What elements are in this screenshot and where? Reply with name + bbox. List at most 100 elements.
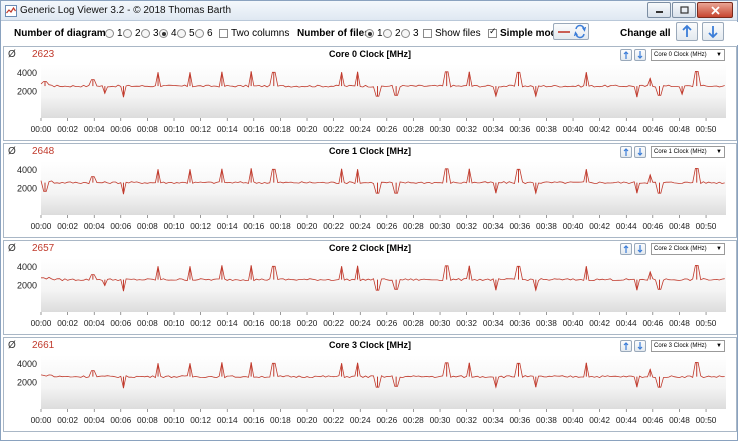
x-tick-label: 00:10 <box>164 221 185 231</box>
x-tick-label: 00:22 <box>323 221 344 231</box>
x-tick-label: 00:32 <box>456 415 477 425</box>
chart-3[interactable]: 2000 4000 00:00 00:02 00:04 00:06 00:08 00:10 00… <box>4 354 736 433</box>
two-columns-checkbox[interactable]: Two columns <box>219 28 289 39</box>
sensor-select[interactable]: Core 3 Clock (MHz) ▼ <box>651 340 725 352</box>
x-tick-label: 00:20 <box>297 318 318 328</box>
two-columns-check[interactable] <box>219 29 228 38</box>
x-tick-label: 00:18 <box>270 221 291 231</box>
chart-2[interactable]: 2000 4000 00:00 00:02 00:04 00:06 00:08 00:10 00… <box>4 257 736 336</box>
panel-move-down-button[interactable] <box>634 146 646 158</box>
series-line <box>40 168 725 195</box>
average-symbol: Ø <box>8 49 16 60</box>
radio-label: 1 <box>117 28 123 39</box>
x-tick-label: 00:22 <box>323 415 344 425</box>
num-diagrams-label: Number of diagrams <box>14 28 112 39</box>
x-tick-label: 00:50 <box>696 124 717 134</box>
x-tick-label: 00:40 <box>563 124 584 134</box>
files-radio-1[interactable]: 1 <box>365 28 383 39</box>
x-tick-label: 00:02 <box>57 318 78 328</box>
average-symbol: Ø <box>8 146 16 157</box>
x-tick-label: 00:48 <box>669 318 690 328</box>
swap-icon <box>573 24 587 39</box>
line-style-icon <box>558 31 570 33</box>
simple-mode-check[interactable] <box>488 27 497 38</box>
radio-button[interactable] <box>383 29 392 38</box>
radio-button[interactable] <box>195 29 204 38</box>
maximize-button[interactable] <box>672 2 696 18</box>
sensor-select-value: Core 3 Clock (MHz) <box>654 343 707 349</box>
x-tick-label: 00:06 <box>110 415 131 425</box>
diagrams-radio-5[interactable]: 5 <box>177 28 195 39</box>
average-value: 2661 <box>32 340 55 351</box>
panel-move-up-button[interactable] <box>620 243 632 255</box>
x-tick-label: 00:08 <box>137 318 158 328</box>
line-style-button[interactable] <box>553 23 589 40</box>
arrow-up-icon <box>623 148 629 156</box>
x-tick-label: 00:44 <box>616 415 637 425</box>
x-tick-label: 00:22 <box>323 318 344 328</box>
panel-move-up-button[interactable] <box>620 146 632 158</box>
diagrams-radio-4[interactable]: 4 <box>159 28 177 39</box>
y-tick-label: 2000 <box>17 281 37 291</box>
chart-0[interactable]: 2000 4000 00:00 00:02 00:04 00:06 00:08 00:10 00… <box>4 63 736 142</box>
radio-label: 2 <box>395 28 401 39</box>
arrow-up-icon <box>623 245 629 253</box>
x-tick-label: 00:26 <box>376 415 397 425</box>
x-tick-label: 00:04 <box>84 124 105 134</box>
sensor-select[interactable]: Core 2 Clock (MHz) ▼ <box>651 243 725 255</box>
x-tick-label: 00:46 <box>642 124 663 134</box>
panel-move-up-button[interactable] <box>620 49 632 61</box>
close-button[interactable] <box>697 2 733 18</box>
radio-button[interactable] <box>123 29 132 38</box>
x-tick-label: 00:34 <box>483 124 504 134</box>
radio-button[interactable] <box>159 29 168 38</box>
x-tick-label: 00:44 <box>616 318 637 328</box>
window-title: Generic Log Viewer 3.2 - © 2018 Thomas B… <box>20 5 232 16</box>
maximize-icon <box>679 6 689 14</box>
radio-button[interactable] <box>105 29 114 38</box>
x-tick-label: 00:14 <box>217 318 238 328</box>
x-tick-label: 00:50 <box>696 318 717 328</box>
radio-button[interactable] <box>365 29 374 38</box>
diagrams-radio-6[interactable]: 6 <box>195 28 213 39</box>
files-radio-3[interactable]: 3 <box>401 28 419 39</box>
x-tick-label: 00:22 <box>323 124 344 134</box>
panel-title: Core 1 Clock [MHz] <box>328 146 411 156</box>
sensor-select[interactable]: Core 1 Clock (MHz) ▼ <box>651 146 725 158</box>
x-tick-label: 00:16 <box>243 221 264 231</box>
average-value: 2648 <box>32 146 55 157</box>
radio-button[interactable] <box>141 29 150 38</box>
minimize-button[interactable] <box>647 2 671 18</box>
x-tick-label: 00:36 <box>509 318 530 328</box>
simple-mode-label: Simple mode <box>500 28 563 39</box>
diagrams-radio-2[interactable]: 2 <box>123 28 141 39</box>
panel-move-down-button[interactable] <box>634 49 646 61</box>
radio-button[interactable] <box>401 29 410 38</box>
move-all-down-button[interactable] <box>702 22 724 41</box>
x-tick-label: 00:48 <box>669 124 690 134</box>
panel-move-down-button[interactable] <box>634 243 646 255</box>
sensor-select-value: Core 1 Clock (MHz) <box>654 149 707 155</box>
diagrams-radio-3[interactable]: 3 <box>141 28 159 39</box>
chart-1[interactable]: 2000 4000 00:00 00:02 00:04 00:06 00:08 00:10 00… <box>4 160 736 239</box>
simple-mode-checkbox[interactable]: Simple mode <box>488 27 563 39</box>
title-bar[interactable]: Generic Log Viewer 3.2 - © 2018 Thomas B… <box>1 1 737 21</box>
diagrams-radio-1[interactable]: 1 <box>105 28 123 39</box>
close-icon <box>710 5 720 15</box>
y-tick-label: 2000 <box>17 184 37 194</box>
radio-button[interactable] <box>177 29 186 38</box>
files-radio-2[interactable]: 2 <box>383 28 401 39</box>
show-files-checkbox[interactable]: Show files <box>423 28 481 39</box>
average-value: 2623 <box>32 49 55 60</box>
x-tick-label: 00:32 <box>456 221 477 231</box>
sensor-select[interactable]: Core 0 Clock (MHz) ▼ <box>651 49 725 61</box>
show-files-check[interactable] <box>423 29 432 38</box>
y-tick-label: 4000 <box>17 68 37 78</box>
panel-move-down-button[interactable] <box>634 340 646 352</box>
x-tick-label: 00:32 <box>456 124 477 134</box>
x-tick-label: 00:38 <box>536 318 557 328</box>
panel-move-up-button[interactable] <box>620 340 632 352</box>
x-tick-label: 00:00 <box>31 318 52 328</box>
radio-label: 5 <box>189 28 195 39</box>
move-all-up-button[interactable] <box>676 22 698 41</box>
